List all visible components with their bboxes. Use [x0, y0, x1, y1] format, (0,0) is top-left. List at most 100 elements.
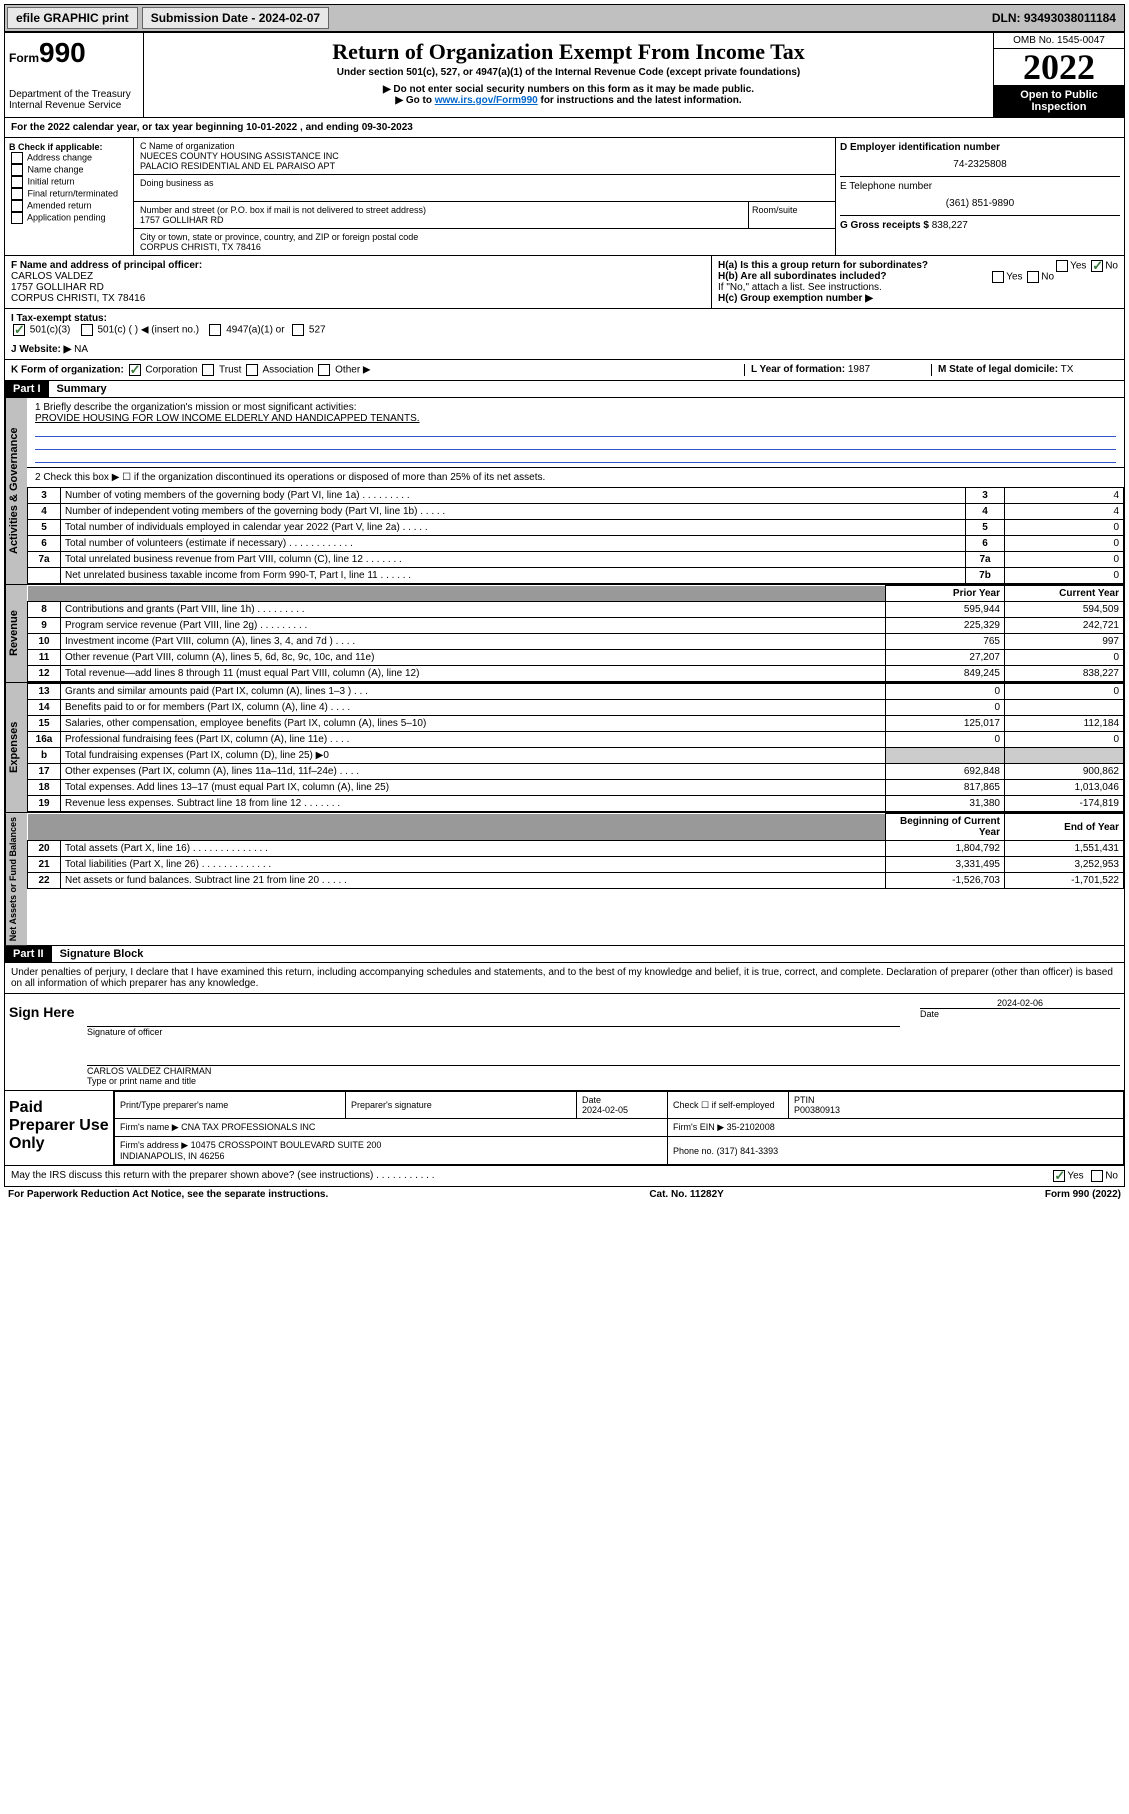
- vtab-expenses: Expenses: [5, 683, 27, 812]
- table-row: 4Number of independent voting members of…: [28, 504, 1124, 520]
- gross-receipts: 838,227: [932, 220, 968, 231]
- tax-year: 2022: [994, 49, 1124, 85]
- sig-date-label: Date: [920, 1008, 1120, 1019]
- sig-officer-label: Signature of officer: [87, 1027, 900, 1037]
- firm-ein-label: Firm's EIN ▶: [673, 1122, 724, 1132]
- box-f-label: F Name and address of principal officer:: [11, 260, 705, 271]
- vtab-governance: Activities & Governance: [5, 398, 27, 584]
- box-e-label: E Telephone number: [840, 176, 1120, 192]
- part1-title: Summary: [49, 381, 115, 397]
- revenue-table: Prior Year Current Year 8Contributions a…: [27, 585, 1124, 682]
- submission-date: Submission Date - 2024-02-07: [142, 7, 329, 29]
- opt-assoc: Association: [262, 365, 313, 376]
- irs-link[interactable]: www.irs.gov/Form990: [435, 95, 538, 106]
- form-header: Form990 Department of the Treasury Inter…: [4, 32, 1125, 118]
- hc-label: H(c) Group exemption number ▶: [718, 293, 1118, 304]
- open-public-badge: Open to Public Inspection: [994, 85, 1124, 117]
- hb-label: H(b) Are all subordinates included?: [718, 271, 887, 282]
- dba-label: Doing business as: [140, 178, 829, 188]
- line-a: For the 2022 calendar year, or tax year …: [4, 118, 1125, 138]
- table-row: 16aProfessional fundraising fees (Part I…: [28, 732, 1124, 748]
- irs-discuss-row: May the IRS discuss this return with the…: [4, 1166, 1125, 1187]
- box-g-label: G Gross receipts $: [840, 220, 929, 231]
- firm-name: CNA TAX PROFESSIONALS INC: [181, 1122, 315, 1132]
- discuss-yes: Yes: [1067, 1171, 1083, 1182]
- table-row: 5Total number of individuals employed in…: [28, 520, 1124, 536]
- revenue-section: Revenue Prior Year Current Year 8Contrib…: [4, 585, 1125, 683]
- city-value: CORPUS CHRISTI, TX 78416: [140, 242, 829, 252]
- table-row: Net unrelated business taxable income fr…: [28, 568, 1124, 584]
- part1-header: Part I Summary: [4, 381, 1125, 398]
- mission-text: PROVIDE HOUSING FOR LOW INCOME ELDERLY A…: [35, 413, 1116, 424]
- expenses-section: Expenses 13Grants and similar amounts pa…: [4, 683, 1125, 813]
- no-label: No: [1105, 261, 1118, 272]
- table-row: 11Other revenue (Part VIII, column (A), …: [28, 650, 1124, 666]
- part1-tag: Part I: [5, 381, 49, 397]
- street-value: 1757 GOLLIHAR RD: [140, 215, 742, 225]
- hb-note: If "No," attach a list. See instructions…: [718, 282, 1118, 293]
- phone-value: (361) 851-9890: [840, 198, 1120, 209]
- prep-h3: Date: [582, 1095, 601, 1105]
- table-row: 12Total revenue—add lines 8 through 11 (…: [28, 666, 1124, 682]
- box-k-label: K Form of organization:: [11, 365, 124, 376]
- officer-name: CARLOS VALDEZ: [11, 271, 705, 282]
- opt-amended: Amended return: [27, 200, 92, 210]
- room-label: Room/suite: [749, 202, 835, 228]
- table-row: 19Revenue less expenses. Subtract line 1…: [28, 796, 1124, 812]
- opt-name-change: Name change: [28, 164, 84, 174]
- table-row: 13Grants and similar amounts paid (Part …: [28, 684, 1124, 700]
- opt-corp: Corporation: [145, 365, 197, 376]
- box-c-label: C Name of organization: [140, 141, 829, 151]
- no-label-2: No: [1041, 272, 1054, 283]
- city-label: City or town, state or province, country…: [140, 232, 829, 242]
- opt-final: Final return/terminated: [28, 188, 119, 198]
- part2-tag: Part II: [5, 946, 52, 962]
- header-prior-year: Prior Year: [886, 586, 1005, 602]
- website-value: NA: [74, 344, 88, 355]
- firm-phone-label: Phone no.: [673, 1146, 714, 1156]
- firm-phone: (317) 841-3393: [717, 1146, 779, 1156]
- table-row: 15Salaries, other compensation, employee…: [28, 716, 1124, 732]
- yes-label-2: Yes: [1006, 272, 1022, 283]
- opt-initial: Initial return: [28, 176, 75, 186]
- header-current-year: Current Year: [1005, 586, 1124, 602]
- discuss-no: No: [1105, 1171, 1118, 1182]
- opt-trust: Trust: [219, 365, 241, 376]
- firm-label: Firm's name ▶: [120, 1122, 179, 1132]
- paid-preparer-label: Paid Preparer Use Only: [5, 1091, 114, 1165]
- part2-title: Signature Block: [52, 946, 152, 962]
- form-number: 990: [39, 37, 86, 68]
- sig-date-value: 2024-02-06: [920, 998, 1120, 1008]
- row-klm: K Form of organization: Corporation Trus…: [4, 360, 1125, 381]
- footer-left: For Paperwork Reduction Act Notice, see …: [8, 1189, 328, 1200]
- box-m-label: M State of legal domicile:: [938, 364, 1058, 375]
- dept-label: Department of the Treasury: [9, 89, 139, 100]
- table-row: 6Total number of volunteers (estimate if…: [28, 536, 1124, 552]
- row-i: I Tax-exempt status: 501(c)(3) 501(c) ( …: [4, 309, 1125, 340]
- form-title: Return of Organization Exempt From Incom…: [148, 39, 989, 65]
- line-2: 2 Check this box ▶ ☐ if the organization…: [27, 468, 1124, 487]
- table-row: 9Program service revenue (Part VIII, lin…: [28, 618, 1124, 634]
- activities-governance-section: Activities & Governance 1 Briefly descri…: [4, 398, 1125, 585]
- row-j: J Website: ▶ NA: [4, 340, 1125, 360]
- governance-table: 3Number of voting members of the governi…: [27, 487, 1124, 584]
- footer-right: Form 990 (2022): [1045, 1189, 1121, 1200]
- prep-h5: PTIN: [794, 1095, 815, 1105]
- note-2-prefix: ▶ Go to: [395, 95, 434, 106]
- note-1: ▶ Do not enter social security numbers o…: [148, 84, 989, 95]
- net-assets-table: Beginning of Current Year End of Year 20…: [27, 813, 1124, 889]
- box-i-label: I Tax-exempt status:: [11, 313, 107, 324]
- org-name-2: PALACIO RESIDENTIAL AND EL PARAISO APT: [140, 161, 829, 171]
- table-row: 14Benefits paid to or for members (Part …: [28, 700, 1124, 716]
- box-d-label: D Employer identification number: [840, 142, 1120, 153]
- line-a-text: For the 2022 calendar year, or tax year …: [11, 122, 413, 133]
- table-row: 18Total expenses. Add lines 13–17 (must …: [28, 780, 1124, 796]
- opt-pending: Application pending: [27, 212, 106, 222]
- prep-date: 2024-02-05: [582, 1105, 628, 1115]
- org-name-1: NUECES COUNTY HOUSING ASSISTANCE INC: [140, 151, 829, 161]
- efile-button[interactable]: efile GRAPHIC print: [7, 7, 138, 29]
- prep-h1: Print/Type preparer's name: [115, 1092, 346, 1119]
- irs-label: Internal Revenue Service: [9, 100, 139, 111]
- opt-501c3: 501(c)(3): [30, 325, 71, 336]
- officer-addr1: 1757 GOLLIHAR RD: [11, 282, 705, 293]
